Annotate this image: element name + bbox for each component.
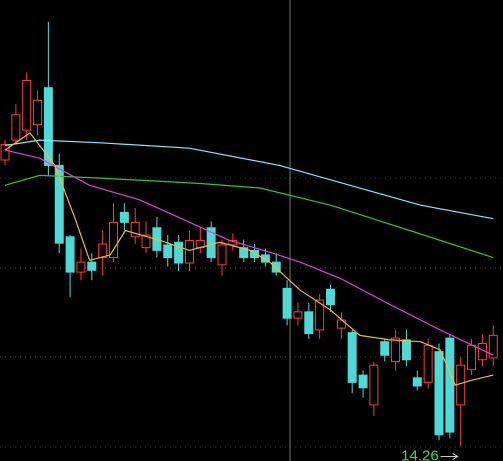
candle-body xyxy=(206,227,216,259)
candle-body xyxy=(260,254,270,263)
candle-body xyxy=(445,337,455,433)
candle-body xyxy=(369,364,379,406)
candle-body xyxy=(282,287,292,319)
candle-body xyxy=(43,87,53,166)
candle-body xyxy=(239,247,249,259)
candle-body xyxy=(347,332,357,383)
candle-body xyxy=(98,243,108,259)
candle-body xyxy=(130,221,140,238)
candle-body xyxy=(141,234,151,249)
candle-body xyxy=(54,164,64,244)
candle-body xyxy=(22,79,32,131)
candle-body xyxy=(11,114,21,141)
candle-body xyxy=(401,339,411,361)
candle-body xyxy=(456,364,466,406)
candle-body xyxy=(65,236,75,273)
moving-average-line xyxy=(4,132,494,386)
candle-body xyxy=(380,341,390,356)
candle-body xyxy=(119,211,129,223)
candle-body xyxy=(304,311,314,335)
candle-body xyxy=(358,374,368,389)
candle-body xyxy=(326,288,335,306)
candle-body xyxy=(412,377,422,387)
candle-body xyxy=(315,299,325,331)
candle-body xyxy=(391,337,401,363)
moving-average-line xyxy=(4,139,494,220)
annotation-arrowhead xyxy=(452,453,459,460)
candle-body xyxy=(109,221,118,259)
candle-body xyxy=(184,239,194,264)
candle-body xyxy=(250,249,260,259)
candle-body xyxy=(467,344,477,371)
candle-body xyxy=(87,261,97,271)
candle-body xyxy=(423,344,433,383)
annotation: 14.26 xyxy=(401,448,439,461)
moving-average-line xyxy=(4,149,494,356)
candle-body xyxy=(76,261,86,273)
candle-body xyxy=(163,244,173,259)
candle-body xyxy=(217,244,227,266)
candle-body xyxy=(174,241,184,264)
candle-body xyxy=(488,334,498,359)
candle-body xyxy=(271,261,281,273)
candle-body xyxy=(293,311,303,319)
candle-body xyxy=(0,144,10,161)
candle-body xyxy=(434,351,444,436)
moving-average-line xyxy=(4,174,494,259)
candle-body xyxy=(33,99,43,126)
